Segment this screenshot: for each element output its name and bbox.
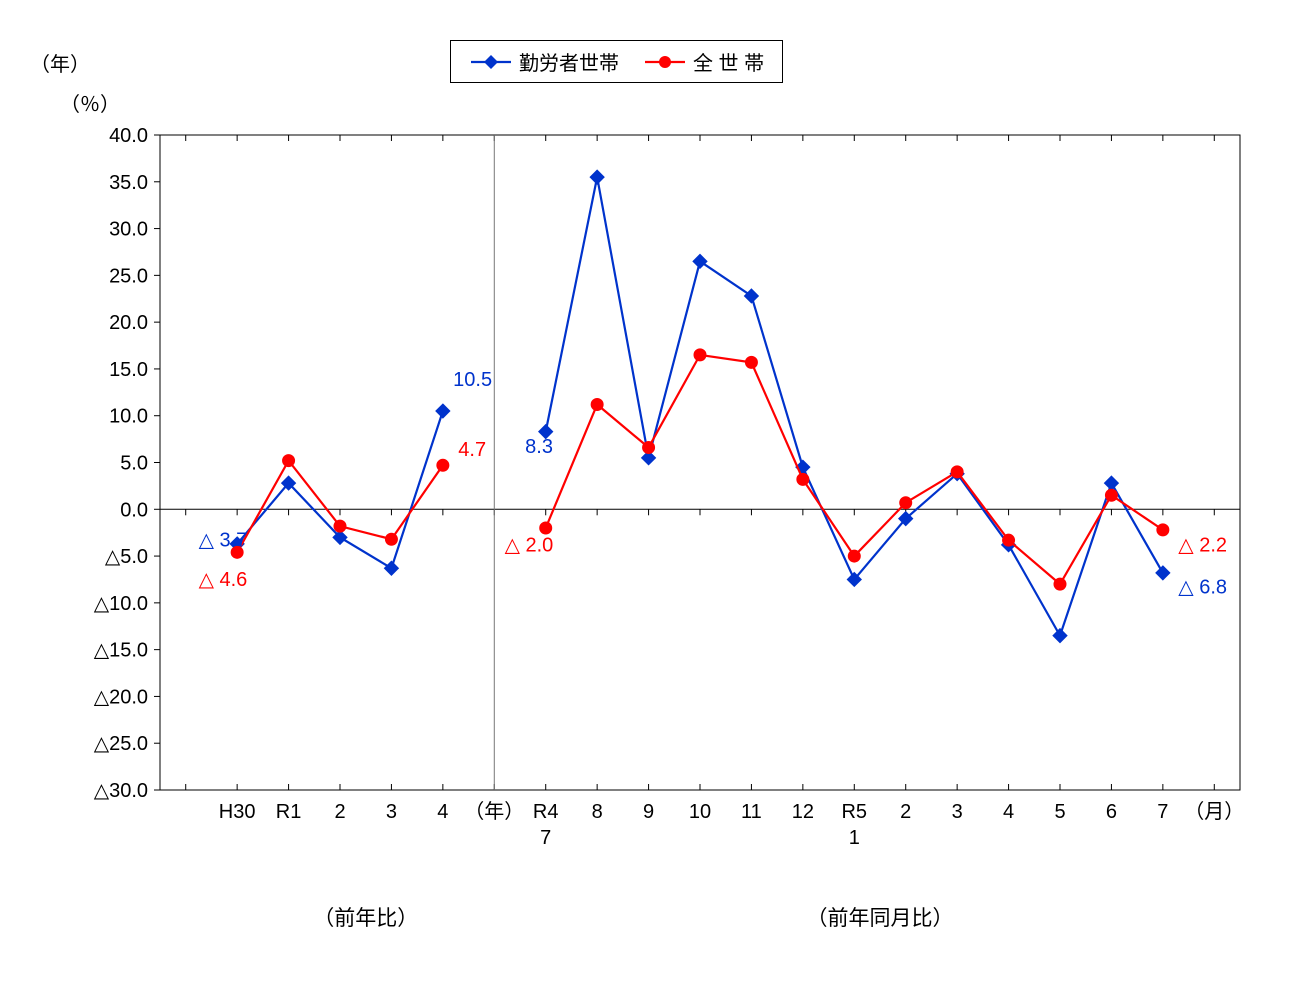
svg-text:8.3: 8.3 bbox=[525, 436, 553, 458]
y-outer-label: （年） bbox=[30, 48, 90, 77]
svg-text:R5: R5 bbox=[841, 801, 867, 823]
svg-text:7: 7 bbox=[1157, 801, 1168, 823]
svg-text:△30.0: △30.0 bbox=[94, 780, 148, 802]
svg-text:5: 5 bbox=[1054, 801, 1065, 823]
svg-text:（年）: （年） bbox=[464, 800, 524, 823]
svg-text:1: 1 bbox=[849, 827, 860, 849]
svg-text:40.0: 40.0 bbox=[109, 125, 148, 147]
svg-text:△ 3.7: △ 3.7 bbox=[199, 530, 248, 552]
legend-label: 勤労者世帯 bbox=[519, 47, 619, 76]
svg-text:R4: R4 bbox=[533, 801, 559, 823]
svg-text:△ 2.0: △ 2.0 bbox=[505, 534, 554, 556]
svg-text:4: 4 bbox=[437, 801, 448, 823]
svg-text:11: 11 bbox=[741, 801, 762, 823]
svg-text:5.0: 5.0 bbox=[120, 453, 148, 475]
svg-text:△ 2.2: △ 2.2 bbox=[1178, 534, 1227, 556]
svg-text:4: 4 bbox=[1003, 801, 1014, 823]
svg-text:（前年同月比）: （前年同月比） bbox=[807, 907, 954, 930]
svg-text:H30: H30 bbox=[219, 801, 256, 823]
svg-text:30.0: 30.0 bbox=[109, 219, 148, 241]
chart-container: △30.0 △25.0 △20.0 △15.0 △10.0 △5.0 0.0 5.0 10.0 1… bbox=[0, 0, 1307, 987]
svg-text:△ 6.8: △ 6.8 bbox=[1178, 577, 1227, 599]
legend: 勤労者世帯 全 世 帯 bbox=[450, 40, 783, 83]
svg-text:8: 8 bbox=[592, 801, 603, 823]
svg-text:（前年比）: （前年比） bbox=[313, 907, 418, 930]
svg-text:10: 10 bbox=[689, 801, 711, 823]
svg-text:15.0: 15.0 bbox=[109, 359, 148, 381]
svg-text:△25.0: △25.0 bbox=[94, 733, 148, 755]
svg-text:25.0: 25.0 bbox=[109, 265, 148, 287]
svg-text:35.0: 35.0 bbox=[109, 172, 148, 194]
svg-text:10.5: 10.5 bbox=[453, 369, 492, 391]
svg-text:2: 2 bbox=[334, 801, 345, 823]
svg-text:2: 2 bbox=[900, 801, 911, 823]
svg-text:3: 3 bbox=[952, 801, 963, 823]
svg-text:△20.0: △20.0 bbox=[94, 686, 148, 708]
svg-text:△5.0: △5.0 bbox=[105, 546, 148, 568]
svg-text:20.0: 20.0 bbox=[109, 312, 148, 334]
line-chart: △30.0 △25.0 △20.0 △15.0 △10.0 △5.0 0.0 5.0 10.0 1… bbox=[0, 0, 1307, 987]
svg-text:△ 4.6: △ 4.6 bbox=[199, 569, 248, 591]
legend-item: 全 世 帯 bbox=[643, 47, 764, 76]
svg-text:△10.0: △10.0 bbox=[94, 593, 148, 615]
svg-text:△15.0: △15.0 bbox=[94, 640, 148, 662]
svg-text:（月）: （月） bbox=[1184, 800, 1244, 823]
svg-text:10.0: 10.0 bbox=[109, 406, 148, 428]
svg-text:9: 9 bbox=[643, 801, 654, 823]
svg-text:4.7: 4.7 bbox=[458, 439, 486, 461]
y-unit-label: （％） bbox=[60, 88, 120, 117]
svg-text:R1: R1 bbox=[276, 801, 302, 823]
svg-text:3: 3 bbox=[386, 801, 397, 823]
svg-text:6: 6 bbox=[1106, 801, 1117, 823]
legend-label: 全 世 帯 bbox=[693, 47, 764, 76]
legend-item: 勤労者世帯 bbox=[469, 47, 619, 76]
svg-text:0.0: 0.0 bbox=[120, 499, 148, 521]
svg-text:12: 12 bbox=[792, 801, 814, 823]
svg-text:7: 7 bbox=[540, 827, 551, 849]
